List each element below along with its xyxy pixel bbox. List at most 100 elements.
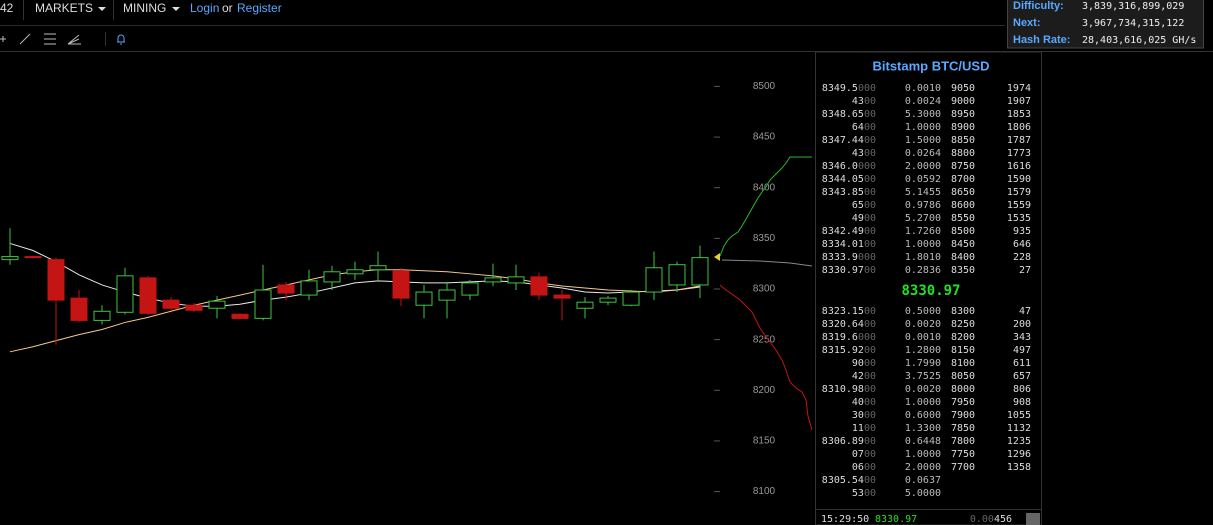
candle-body — [622, 291, 640, 306]
price-main: 8310.98 — [822, 384, 864, 395]
price-tail: 00 — [864, 174, 876, 185]
nav-menu[interactable]: MINING — [123, 1, 166, 15]
depth-bids-line — [719, 156, 812, 257]
book-cumulative: 1132 — [1007, 423, 1031, 434]
tool-line[interactable] — [19, 33, 31, 45]
book-amount: 0.0637 — [905, 475, 941, 486]
trade-amount-main: 456 — [994, 514, 1012, 525]
book-cumulative: 228 — [1013, 252, 1031, 263]
candle-body — [438, 289, 456, 301]
price-marker — [714, 253, 720, 261]
book-level: 8700 — [951, 174, 975, 185]
book-price: 8334.0100 — [822, 239, 876, 250]
book-cumulative: 1773 — [1007, 148, 1031, 159]
candle-body — [208, 300, 226, 309]
register-link[interactable]: Register — [237, 1, 282, 15]
book-amount: 5.3000 — [905, 109, 941, 120]
price-tail: 00 — [864, 319, 876, 330]
book-level: 8350 — [951, 265, 975, 276]
candle-body — [162, 299, 180, 309]
book-level: 8950 — [951, 109, 975, 120]
tool-fan[interactable] — [67, 34, 81, 45]
price-main: 8343.85 — [822, 187, 864, 198]
moving-average — [9, 269, 701, 353]
price-tail: 000 — [858, 252, 876, 263]
book-price: 8330.9700 — [822, 265, 876, 276]
book-cumulative: 1579 — [1007, 187, 1031, 198]
book-amount: 0.6448 — [905, 436, 941, 447]
price-tail: 00 — [864, 410, 876, 421]
price-tail: 00 — [864, 371, 876, 382]
book-level: 8300 — [951, 306, 975, 317]
login-link[interactable]: Login — [190, 1, 219, 15]
candle-body — [484, 277, 502, 283]
price-main: 06 — [852, 462, 864, 473]
book-cumulative: 611 — [1013, 358, 1031, 369]
candle-body — [530, 276, 548, 296]
nav-item[interactable]: 42 — [0, 1, 14, 15]
price-tail: 00 — [864, 306, 876, 317]
book-level: 7800 — [951, 436, 975, 447]
book-level: 9050 — [951, 83, 975, 94]
caret — [98, 7, 106, 11]
nav-menu[interactable]: MARKETS — [35, 1, 93, 15]
price-main: 42 — [852, 371, 864, 382]
price-tail: 00 — [864, 475, 876, 486]
book-price: 1100 — [852, 423, 876, 434]
y-tick-label: 8450 — [753, 132, 776, 143]
candle-body — [24, 256, 42, 259]
price-tail: 00 — [864, 358, 876, 369]
book-price: 4300 — [852, 96, 876, 107]
book-amount: 0.0024 — [905, 96, 941, 107]
scrollbar[interactable] — [1026, 513, 1040, 525]
candle-body — [139, 277, 157, 314]
book-price: 8342.4900 — [822, 226, 876, 237]
candle-body — [645, 267, 663, 293]
book-cumulative: 497 — [1013, 345, 1031, 356]
price-tail: 00 — [864, 239, 876, 250]
price-main: 40 — [852, 397, 864, 408]
book-cumulative: 1296 — [1007, 449, 1031, 460]
y-tick-label: 8250 — [753, 334, 776, 345]
price-main: 43 — [852, 148, 864, 159]
book-cumulative: 1616 — [1007, 161, 1031, 172]
book-level: 7750 — [951, 449, 975, 460]
book-cumulative: 935 — [1013, 226, 1031, 237]
tool-hlines[interactable] — [44, 33, 56, 45]
y-tick-label: 8300 — [753, 284, 776, 295]
price-main: 90 — [852, 358, 864, 369]
book-level: 8150 — [951, 345, 975, 356]
candle-body — [323, 271, 341, 283]
y-tick-label: 8200 — [753, 385, 776, 396]
book-cumulative: 1853 — [1007, 109, 1031, 120]
book-level: 8450 — [951, 239, 975, 250]
book-level: 8200 — [951, 332, 975, 343]
tool-alert[interactable] — [117, 34, 125, 45]
stat-label: Hash Rate: — [1013, 34, 1070, 46]
candle-body — [70, 297, 88, 321]
book-level: 7850 — [951, 423, 975, 434]
book-level: 8850 — [951, 135, 975, 146]
book-price: 0700 — [852, 449, 876, 460]
book-amount: 0.2836 — [905, 265, 941, 276]
price-main: 8315.92 — [822, 345, 864, 356]
price-main: 49 — [852, 213, 864, 224]
tool-crosshair[interactable] — [0, 36, 6, 42]
book-level: 8000 — [951, 384, 975, 395]
price-tail: 00 — [864, 488, 876, 499]
book-cumulative: 1590 — [1007, 174, 1031, 185]
book-amount: 2.0000 — [905, 462, 941, 473]
book-cumulative: 806 — [1013, 384, 1031, 395]
book-amount: 0.0020 — [905, 384, 941, 395]
book-level: 8750 — [951, 161, 975, 172]
book-amount: 5.0000 — [905, 488, 941, 499]
book-cumulative: 1055 — [1007, 410, 1031, 421]
price-tail: 000 — [858, 83, 876, 94]
price-main: 8342.49 — [822, 226, 864, 237]
candle-body — [553, 294, 571, 299]
book-cumulative: 27 — [1019, 265, 1031, 276]
book-price: 6500 — [852, 200, 876, 211]
book-cumulative: 1358 — [1007, 462, 1031, 473]
candle-body — [185, 304, 203, 311]
